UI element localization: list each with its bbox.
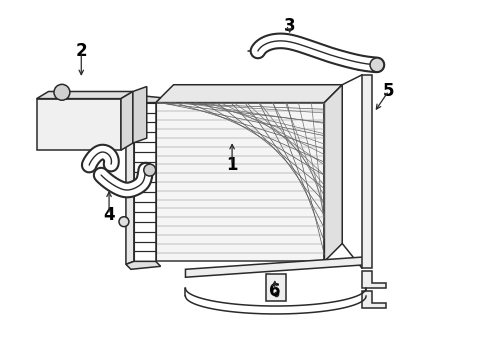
Circle shape xyxy=(144,164,156,176)
Polygon shape xyxy=(358,60,376,70)
Polygon shape xyxy=(133,86,147,143)
Text: 4: 4 xyxy=(103,206,115,224)
Polygon shape xyxy=(266,274,286,301)
Polygon shape xyxy=(156,103,324,261)
Circle shape xyxy=(54,84,70,100)
Text: 3: 3 xyxy=(284,17,295,35)
Polygon shape xyxy=(37,99,121,150)
Text: 1: 1 xyxy=(226,156,238,174)
Polygon shape xyxy=(37,91,133,99)
Polygon shape xyxy=(126,100,134,264)
Circle shape xyxy=(370,58,384,72)
Circle shape xyxy=(119,217,129,227)
Polygon shape xyxy=(362,75,372,268)
Polygon shape xyxy=(185,257,366,277)
Polygon shape xyxy=(121,91,133,150)
Polygon shape xyxy=(362,271,386,288)
Text: 5: 5 xyxy=(383,82,394,100)
Polygon shape xyxy=(324,85,342,261)
Polygon shape xyxy=(126,261,161,269)
Polygon shape xyxy=(126,95,161,103)
Polygon shape xyxy=(156,85,342,103)
Text: 2: 2 xyxy=(75,42,87,60)
Text: 6: 6 xyxy=(269,282,280,300)
Polygon shape xyxy=(362,291,386,308)
